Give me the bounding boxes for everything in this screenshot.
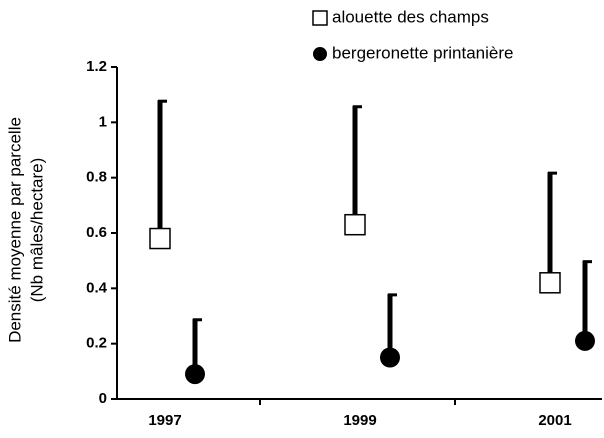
y-tick-label: 0: [99, 390, 107, 407]
marker: [185, 364, 205, 385]
marker: [344, 213, 366, 236]
y-tick-label: 0.2: [86, 335, 107, 352]
marker: [575, 330, 595, 351]
x-tick-label: 2001: [538, 412, 571, 429]
y-axis-label: (Nb mâles/hectare): [27, 158, 46, 303]
legend-label: alouette des champs: [332, 7, 489, 26]
y-tick-label: 0.8: [86, 169, 107, 186]
y-axis-label: Densité moyenne par parcelle: [5, 117, 24, 343]
marker: [149, 227, 171, 250]
x-tick-label: 1997: [148, 412, 181, 429]
y-tick-label: 1: [99, 113, 107, 130]
marker: [380, 347, 400, 368]
y-tick-label: 1.2: [86, 58, 107, 75]
y-tick-label: 0.4: [86, 279, 108, 296]
x-tick-label: 1999: [343, 412, 376, 429]
marker: [539, 272, 561, 294]
legend-marker: [313, 47, 327, 61]
y-tick-label: 0.6: [86, 224, 107, 241]
legend-label: bergeronette printanière: [332, 43, 513, 62]
legend-marker: [312, 10, 328, 26]
